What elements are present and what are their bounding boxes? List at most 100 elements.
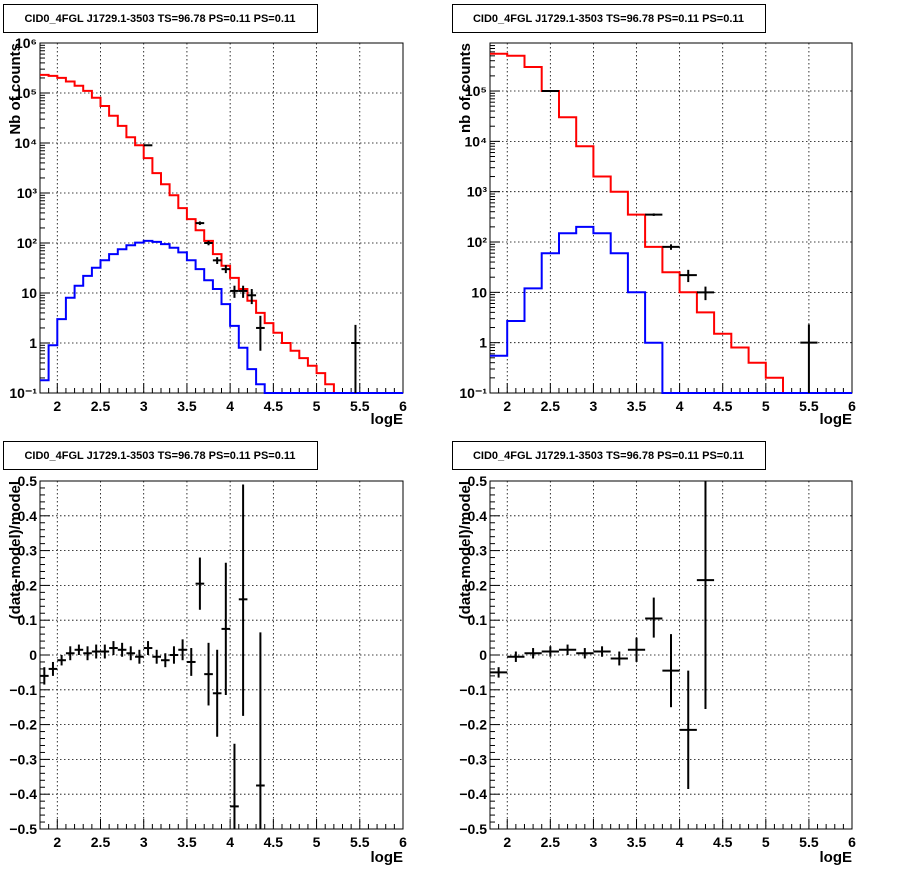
x-tick-label: 5 — [313, 398, 321, 414]
y-tick-label: 10⁶ — [15, 35, 37, 51]
plot-frame — [39, 42, 404, 394]
y-tick-labels: 10⁻¹ 1 10 10² 10³ 10⁴ 10⁵ — [459, 83, 487, 401]
y-tick-label: −0.5 — [459, 821, 487, 837]
y-tick-label: 0.3 — [18, 543, 38, 559]
x-tick-label: 5.5 — [350, 398, 370, 414]
x-tick-label: 5.5 — [350, 834, 370, 850]
x-tick-label: 3 — [140, 834, 148, 850]
y-ticks — [490, 480, 500, 830]
histogram-series-model-red — [40, 73, 403, 394]
x-tick-label: 2 — [53, 834, 61, 850]
x-tick-label: 2.5 — [541, 398, 561, 414]
y-tick-label: 10³ — [467, 184, 488, 200]
histogram-series-model-red — [490, 52, 852, 394]
data-point — [645, 213, 663, 216]
y-tick-labels: −0.5 −0.4 −0.3 −0.2 −0.1 0 0.1 0.2 0.3 0.4 0.5 — [459, 473, 487, 837]
y-tick-labels: 10⁻¹ 1 10 10² 10³ 10⁴ 10⁵ 10⁶ — [9, 35, 37, 401]
y-tick-label: −0.1 — [459, 682, 487, 698]
grid — [40, 43, 403, 393]
chart-panel-2: 2 2.5 3 3.5 4 4.5 5 5.5 6 10⁻¹ 1 10 10² 10³ 10⁴ 10⁵ logE… — [452, 4, 856, 428]
x-tick-label: 3.5 — [177, 398, 197, 414]
y-tick-label: 0.4 — [18, 508, 38, 524]
title-box — [3, 441, 318, 470]
title-box — [3, 4, 318, 33]
chart-panel-4: 2 2.5 3 3.5 4 4.5 5 5.5 6 −0.5 −0.4 −0.3 −0.2 −0.1 0 0.… — [452, 441, 856, 866]
y-ticks — [490, 42, 500, 394]
y-ticks — [40, 480, 50, 830]
x-tick-label: 4 — [226, 398, 234, 414]
x-ticks — [489, 819, 853, 829]
y-tick-label: 10⁴ — [15, 135, 38, 151]
grid — [40, 481, 403, 829]
y-axis-label: (data-model)/model — [7, 481, 24, 619]
data-point — [610, 651, 628, 666]
y-axis-label: (data-model)/model — [457, 481, 474, 619]
x-tick-label: 6 — [399, 834, 407, 850]
data-point — [161, 653, 170, 668]
y-tick-label: 10³ — [17, 185, 38, 201]
data-point — [143, 641, 153, 655]
title-box — [452, 441, 766, 470]
y-tick-label: 1 — [29, 335, 37, 351]
data-point — [212, 257, 222, 265]
x-axis-label: logE — [820, 411, 853, 428]
x-ticks — [39, 819, 404, 829]
data-point — [256, 632, 265, 829]
x-tick-labels: 2 2.5 3 3.5 4 4.5 5 5.5 6 — [503, 834, 856, 850]
data-point — [627, 637, 646, 662]
data-point — [558, 644, 577, 655]
x-tick-label: 3 — [590, 398, 598, 414]
data-point — [204, 642, 213, 706]
data-point — [238, 285, 248, 298]
y-tick-label: −0.1 — [9, 682, 37, 698]
x-axis-label: logE — [371, 411, 404, 428]
data-points — [40, 484, 265, 829]
data-point — [204, 240, 213, 246]
x-tick-label: 2.5 — [91, 398, 111, 414]
y-tick-label: 10⁻¹ — [9, 385, 37, 401]
data-point — [541, 646, 559, 657]
data-point — [593, 646, 611, 657]
x-tick-labels: 2 2.5 3 3.5 4 4.5 5 5.5 6 — [503, 398, 856, 414]
x-tick-labels: 2 2.5 3 3.5 4 4.5 5 5.5 6 — [53, 398, 407, 414]
y-tick-label: 10⁵ — [465, 83, 487, 99]
x-tick-labels: 2 2.5 3 3.5 4 4.5 5 5.5 6 — [53, 834, 407, 850]
data-point — [109, 641, 118, 655]
data-point — [178, 639, 187, 661]
y-tick-label: 0.5 — [468, 473, 488, 489]
x-tick-label: 2 — [503, 398, 511, 414]
data-point — [117, 642, 127, 657]
y-tick-label: 10⁵ — [15, 85, 37, 101]
x-tick-label: 4.5 — [264, 398, 284, 414]
y-tick-label: 10⁴ — [465, 133, 488, 149]
y-tick-label: 0.3 — [468, 543, 488, 559]
x-tick-label: 6 — [399, 398, 407, 414]
x-tick-label: 4.5 — [264, 834, 284, 850]
data-point — [662, 634, 680, 708]
x-tick-label: 5 — [762, 834, 770, 850]
chart-panel-1: 2 2.5 3 3.5 4 4.5 5 5.5 6 10⁻¹ 1 10 10² 10³ 10⁴ 10⁵ 10⁶ l… — [3, 4, 407, 428]
data-point — [541, 90, 559, 93]
histogram-series-component-blue — [40, 239, 403, 394]
data-point — [696, 286, 715, 301]
data-point — [143, 144, 153, 147]
x-tick-label: 5 — [313, 834, 321, 850]
data-point — [57, 655, 66, 666]
data-points — [143, 144, 360, 393]
chart-panel-3: 2 2.5 3 3.5 4 4.5 5 5.5 6 −0.5 −0.4 −0.3 −0.2 −0.1 0 0.… — [3, 441, 407, 866]
y-tick-label: 10² — [17, 235, 38, 251]
y-tick-label: 10² — [467, 234, 488, 250]
data-point — [662, 244, 680, 250]
x-ticks — [39, 383, 404, 393]
data-point — [65, 646, 75, 661]
y-ticks — [40, 42, 50, 394]
y-tick-label: 0 — [479, 647, 487, 663]
x-axis-label: logE — [820, 849, 853, 866]
x-tick-label: 4 — [676, 398, 684, 414]
x-tick-label: 2.5 — [91, 834, 111, 850]
y-tick-label: −0.2 — [459, 717, 487, 733]
data-point — [351, 324, 360, 393]
data-point — [696, 481, 715, 709]
